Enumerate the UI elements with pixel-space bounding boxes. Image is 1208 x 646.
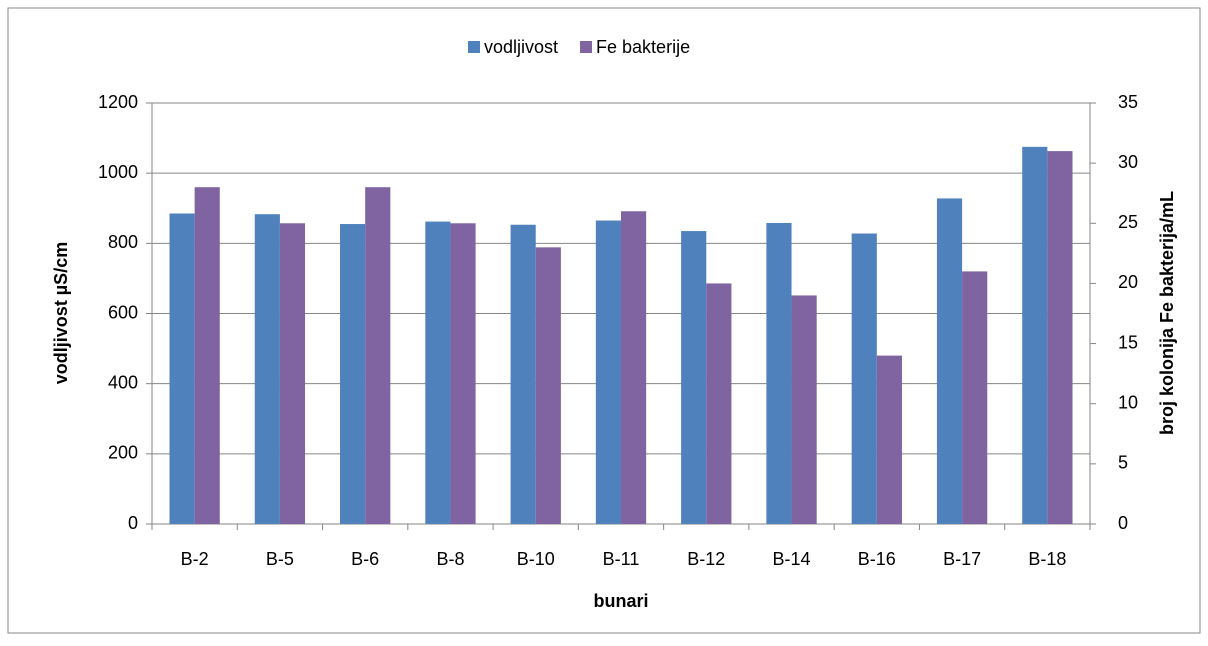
bar [766, 222, 792, 525]
y2-axis-title: broj kolonija Fe bakterija/mL [1157, 191, 1177, 435]
y-tick-label: 1200 [98, 92, 138, 112]
bar [279, 223, 306, 525]
y-tick-label: 1000 [98, 162, 138, 182]
x-tick-label: B-11 [603, 549, 640, 569]
y2-tick-label: 0 [1118, 513, 1128, 533]
bar [535, 247, 561, 525]
bar [876, 355, 902, 524]
bar [510, 224, 536, 524]
x-tick-label: B-8 [436, 549, 464, 569]
y-tick-label: 800 [108, 232, 138, 252]
bar [962, 271, 988, 524]
x-tick-label: B-16 [858, 549, 896, 569]
bar [1022, 146, 1048, 524]
bar [936, 198, 963, 524]
y-tick-label: 200 [108, 443, 138, 463]
bar [851, 233, 877, 524]
y2-tick-label: 10 [1118, 392, 1138, 412]
bar [595, 220, 621, 524]
y2-tick-label: 5 [1118, 453, 1128, 473]
legend-swatch [468, 41, 480, 53]
bar [706, 283, 732, 524]
bar [681, 231, 707, 524]
bar [450, 223, 476, 525]
y2-tick-label: 20 [1118, 272, 1138, 292]
y-tick-label: 0 [128, 513, 138, 533]
bar [340, 224, 366, 524]
y2-tick-label: 25 [1118, 212, 1138, 232]
bar [1047, 151, 1073, 524]
bar [194, 187, 220, 524]
legend-swatch [580, 41, 593, 53]
x-tick-label: B-18 [1028, 549, 1066, 569]
bar [365, 187, 391, 524]
bar [169, 213, 195, 524]
x-tick-label: B-6 [351, 549, 379, 569]
x-axis-title: bunari [593, 591, 648, 611]
y2-tick-label: 30 [1118, 152, 1138, 172]
legend-label: vodljivost [484, 37, 558, 57]
bar [425, 221, 451, 524]
x-tick-label: B-5 [266, 549, 294, 569]
y-axis-title: vodljivost µS/cm [51, 242, 71, 384]
bar [791, 295, 817, 524]
y2-tick-label: 15 [1118, 332, 1138, 352]
y2-tick-label: 35 [1118, 92, 1138, 112]
y-tick-label: 400 [108, 372, 138, 392]
x-tick-label: B-17 [943, 549, 981, 569]
x-tick-label: B-12 [687, 549, 725, 569]
bar [621, 211, 647, 524]
y-tick-label: 600 [108, 302, 138, 322]
x-tick-label: B-14 [773, 549, 811, 569]
x-tick-label: B-10 [517, 549, 555, 569]
x-tick-label: B-2 [181, 549, 209, 569]
legend-label: Fe bakterije [596, 37, 690, 57]
bar [254, 214, 280, 524]
